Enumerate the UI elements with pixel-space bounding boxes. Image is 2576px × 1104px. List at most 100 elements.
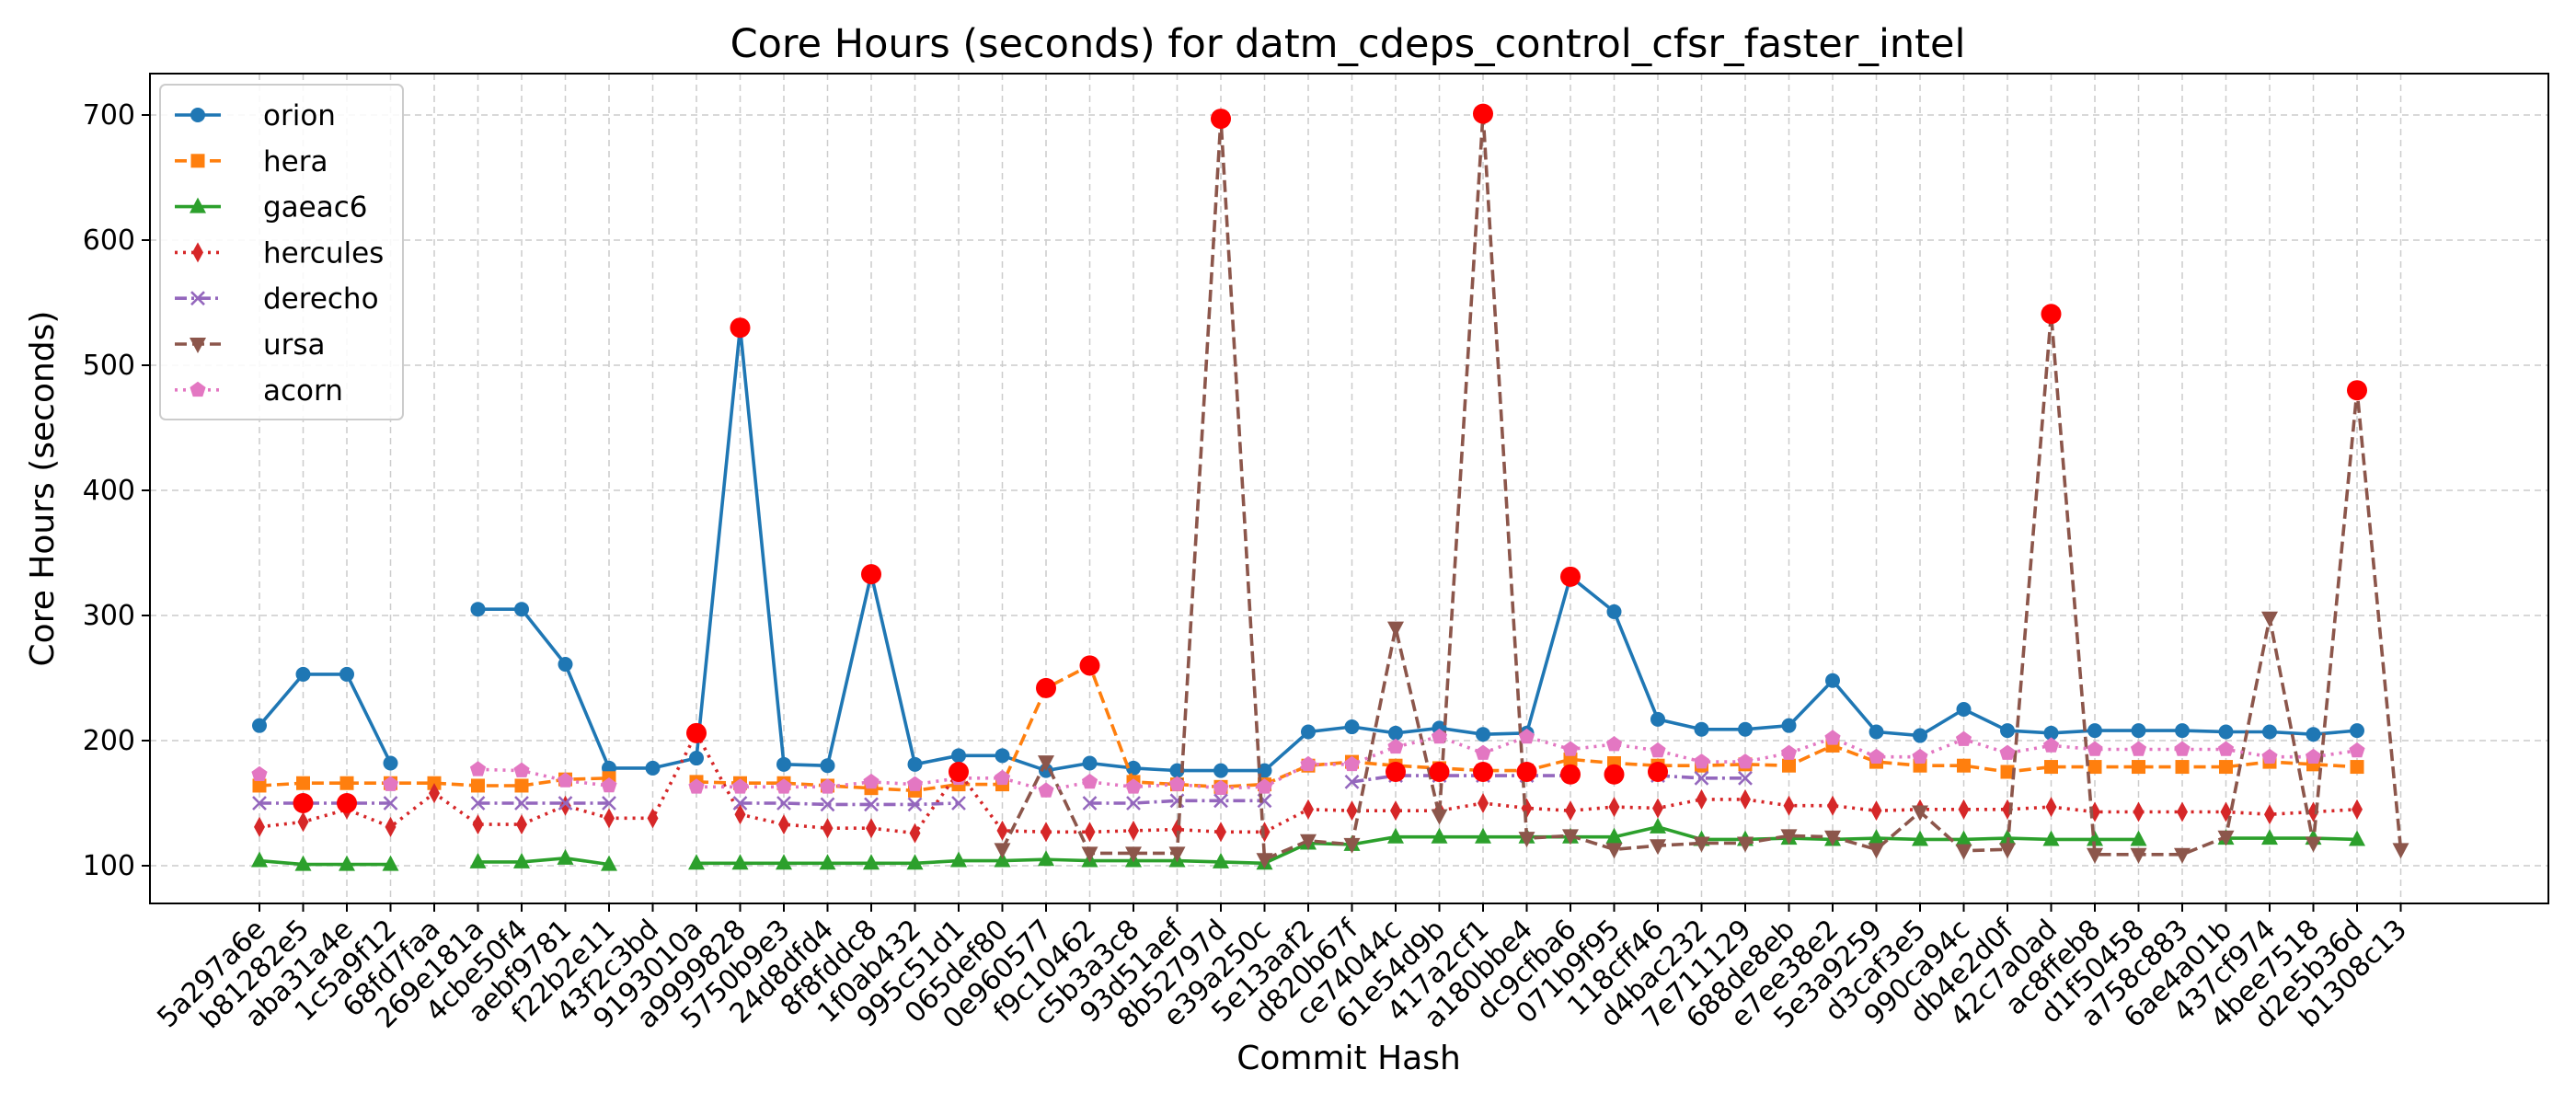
data-point-derecho bbox=[1738, 770, 1753, 786]
highlighted-point bbox=[1560, 764, 1581, 785]
data-point-derecho bbox=[1126, 796, 1141, 811]
data-point-acorn bbox=[1300, 755, 1317, 772]
data-point-gaeac6 bbox=[994, 851, 1011, 868]
series-acorn bbox=[251, 728, 2365, 798]
data-point-gaeac6 bbox=[906, 854, 924, 870]
data-point-acorn bbox=[1256, 778, 1273, 794]
data-point-acorn bbox=[906, 776, 924, 791]
data-point-ursa bbox=[1168, 846, 1186, 863]
data-point-hera bbox=[2087, 760, 2102, 775]
data-point-orion bbox=[2000, 723, 2015, 739]
legend-item-hercules: hercules bbox=[175, 236, 384, 270]
data-point-ursa bbox=[1868, 843, 1885, 859]
data-point-orion bbox=[295, 666, 311, 682]
data-point-ursa bbox=[1431, 809, 1448, 825]
data-point-acorn bbox=[2349, 742, 2365, 758]
legend-label: hercules bbox=[263, 236, 384, 270]
data-point-acorn bbox=[863, 773, 880, 789]
data-point-derecho bbox=[1213, 793, 1228, 809]
data-point-gaeac6 bbox=[1999, 829, 2016, 845]
data-point-acorn bbox=[688, 778, 705, 794]
data-point-gaeac6 bbox=[1387, 827, 1404, 844]
data-point-acorn bbox=[2217, 741, 2235, 756]
y-tick-label: 700 bbox=[83, 99, 135, 132]
highlighted-point bbox=[686, 722, 707, 743]
x-axis: 5a297a6eb81282e5aba31a4e1c5a9f1268fd7faa… bbox=[151, 903, 2413, 1036]
data-point-hercules bbox=[734, 804, 746, 825]
data-point-hercules bbox=[1390, 800, 1401, 822]
data-point-ursa bbox=[994, 843, 1011, 859]
data-point-ursa bbox=[1518, 832, 1535, 848]
legend-label: orion bbox=[263, 99, 336, 132]
data-point-ursa bbox=[2392, 843, 2409, 859]
data-point-derecho bbox=[558, 796, 573, 811]
data-point-ursa bbox=[1780, 829, 1798, 845]
data-point-orion bbox=[2043, 725, 2059, 741]
data-point-orion bbox=[1606, 604, 1622, 619]
legend-marker bbox=[190, 197, 206, 213]
grid bbox=[150, 74, 2548, 903]
data-point-orion bbox=[2350, 723, 2364, 739]
data-point-hercules bbox=[1346, 800, 1358, 822]
data-point-hercules bbox=[996, 820, 1008, 841]
data-point-hera bbox=[514, 778, 529, 793]
data-point-gaeac6 bbox=[601, 855, 617, 871]
series-ursa bbox=[994, 107, 2409, 869]
data-point-hercules bbox=[1128, 820, 1139, 841]
data-point-derecho bbox=[252, 796, 267, 811]
data-point-hercules bbox=[1652, 798, 1663, 819]
highlighted-point bbox=[1036, 677, 1056, 698]
data-point-hercules bbox=[1215, 822, 1226, 843]
data-point-acorn bbox=[1912, 748, 1928, 764]
highlighted-point bbox=[337, 793, 357, 813]
legend-label: hera bbox=[263, 145, 328, 178]
data-point-acorn bbox=[1387, 738, 1404, 754]
data-point-ursa bbox=[2130, 847, 2147, 864]
data-point-orion bbox=[820, 758, 835, 774]
highlighted-point bbox=[1079, 655, 1100, 676]
highlighted-point bbox=[2041, 304, 2062, 325]
data-point-acorn bbox=[1518, 728, 1535, 744]
data-point-hera bbox=[2132, 760, 2145, 775]
series-line-gaeac6 bbox=[477, 856, 610, 867]
data-point-hera bbox=[2000, 765, 2015, 779]
data-point-acorn bbox=[1650, 742, 1666, 758]
data-point-orion bbox=[1213, 763, 1228, 778]
data-point-acorn bbox=[1868, 748, 1885, 764]
data-point-acorn bbox=[601, 777, 617, 793]
data-point-gaeac6 bbox=[2349, 830, 2365, 846]
data-point-hercules bbox=[1958, 799, 1970, 820]
legend-label: derecho bbox=[263, 282, 379, 316]
highlighted-point bbox=[1604, 764, 1625, 785]
data-point-derecho bbox=[1082, 796, 1098, 811]
data-point-hera bbox=[252, 778, 267, 793]
highlighted-point bbox=[1560, 566, 1581, 587]
data-point-orion bbox=[1126, 760, 1141, 776]
data-point-orion bbox=[1301, 724, 1316, 740]
data-point-acorn bbox=[819, 778, 836, 794]
data-point-hercules bbox=[604, 808, 615, 829]
legend-marker bbox=[190, 108, 205, 122]
data-point-ursa bbox=[1300, 834, 1317, 850]
legend-label: ursa bbox=[263, 328, 326, 362]
data-point-orion bbox=[2131, 723, 2146, 739]
y-tick-label: 600 bbox=[83, 224, 135, 257]
legend-marker bbox=[190, 338, 206, 353]
data-point-hercules bbox=[1696, 788, 1708, 810]
data-point-acorn bbox=[557, 772, 574, 788]
data-point-gaeac6 bbox=[2130, 830, 2147, 846]
data-point-orion bbox=[2218, 724, 2234, 740]
y-axis-label: Core Hours (seconds) bbox=[24, 311, 62, 667]
data-point-acorn bbox=[1343, 755, 1361, 772]
data-point-hercules bbox=[2177, 801, 2188, 822]
data-point-acorn bbox=[1562, 741, 1579, 756]
data-point-acorn bbox=[994, 769, 1011, 786]
data-point-derecho bbox=[383, 796, 398, 811]
data-point-hera bbox=[471, 778, 485, 793]
data-point-ursa bbox=[1387, 621, 1404, 638]
data-point-gaeac6 bbox=[1213, 852, 1229, 868]
series-line-derecho bbox=[1657, 774, 1745, 780]
data-point-orion bbox=[383, 755, 398, 771]
data-point-hercules bbox=[647, 808, 659, 829]
data-point-acorn bbox=[1780, 744, 1798, 760]
